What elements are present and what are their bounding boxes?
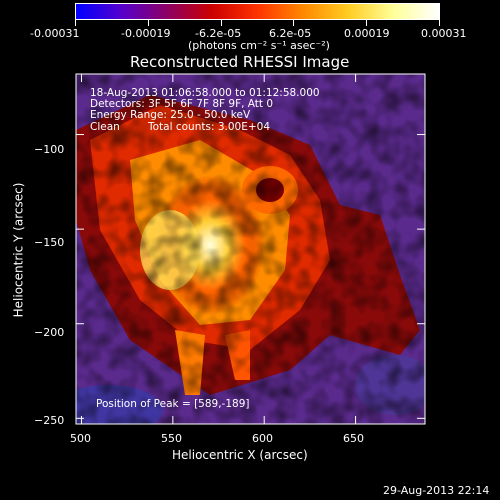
colorbar-tick-label: 6.2e-05	[269, 27, 312, 40]
energy-annotation: Energy Range: 25.0 - 50.0 keV	[90, 109, 251, 121]
colorbar-tick-mark	[439, 20, 440, 26]
detectors-annotation: Detectors: 3F 5F 6F 7F 8F 9F, Att 0	[90, 98, 274, 110]
colorbar-tick-label: -0.00031	[30, 27, 80, 40]
peak-position-annotation: Position of Peak = [589,-189]	[96, 398, 250, 410]
clean-annotation: Clean	[90, 121, 120, 133]
colorbar-tick-mark	[148, 20, 149, 26]
colorbar-tick-mark	[221, 20, 222, 26]
chart-title: Reconstructed RHESSI Image	[130, 53, 350, 71]
colorbar-tick-mark	[293, 20, 294, 26]
x-tick-label: 500	[70, 432, 91, 445]
footer-timestamp: 29-Aug-2013 22:14	[383, 484, 490, 497]
colorbar-ticks	[75, 20, 440, 28]
colorbar-unit-label: (photons cm⁻² s⁻¹ asec⁻²)	[188, 39, 330, 52]
y-tick-label: −150	[34, 236, 65, 249]
x-tick-label: 550	[161, 432, 182, 445]
plot-frame	[75, 73, 426, 425]
x-tick-label: 600	[252, 432, 273, 445]
total-counts-annotation: Total counts: 3.00E+04	[148, 121, 271, 133]
colorbar-tick-mark	[75, 20, 76, 26]
y-tick-label: −100	[34, 143, 65, 156]
y-tick-label: −200	[34, 326, 65, 339]
y-axis-label: Heliocentric Y (arcsec)	[11, 182, 26, 318]
x-tick-label: 650	[343, 432, 364, 445]
y-tick-label: −250	[34, 414, 65, 427]
heatmap-image	[76, 74, 425, 424]
colorbar	[75, 3, 440, 20]
axis-ticks	[76, 74, 425, 424]
colorbar-tick-label: -6.2e-05	[195, 27, 242, 40]
colorbar-tick-label: -0.00019	[121, 27, 171, 40]
colorbar-tick-mark	[366, 20, 367, 26]
x-axis-label: Heliocentric X (arcsec)	[172, 448, 308, 462]
colorbar-tick-label: 0.00031	[421, 27, 467, 40]
colorbar-tick-label: 0.00019	[344, 27, 390, 40]
time-range-annotation: 18-Aug-2013 01:06:58.000 to 01:12:58.000	[90, 87, 320, 99]
